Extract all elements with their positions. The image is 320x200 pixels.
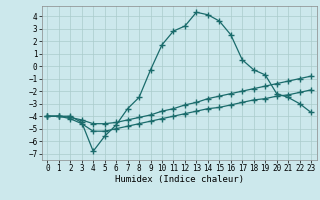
X-axis label: Humidex (Indice chaleur): Humidex (Indice chaleur)	[115, 175, 244, 184]
